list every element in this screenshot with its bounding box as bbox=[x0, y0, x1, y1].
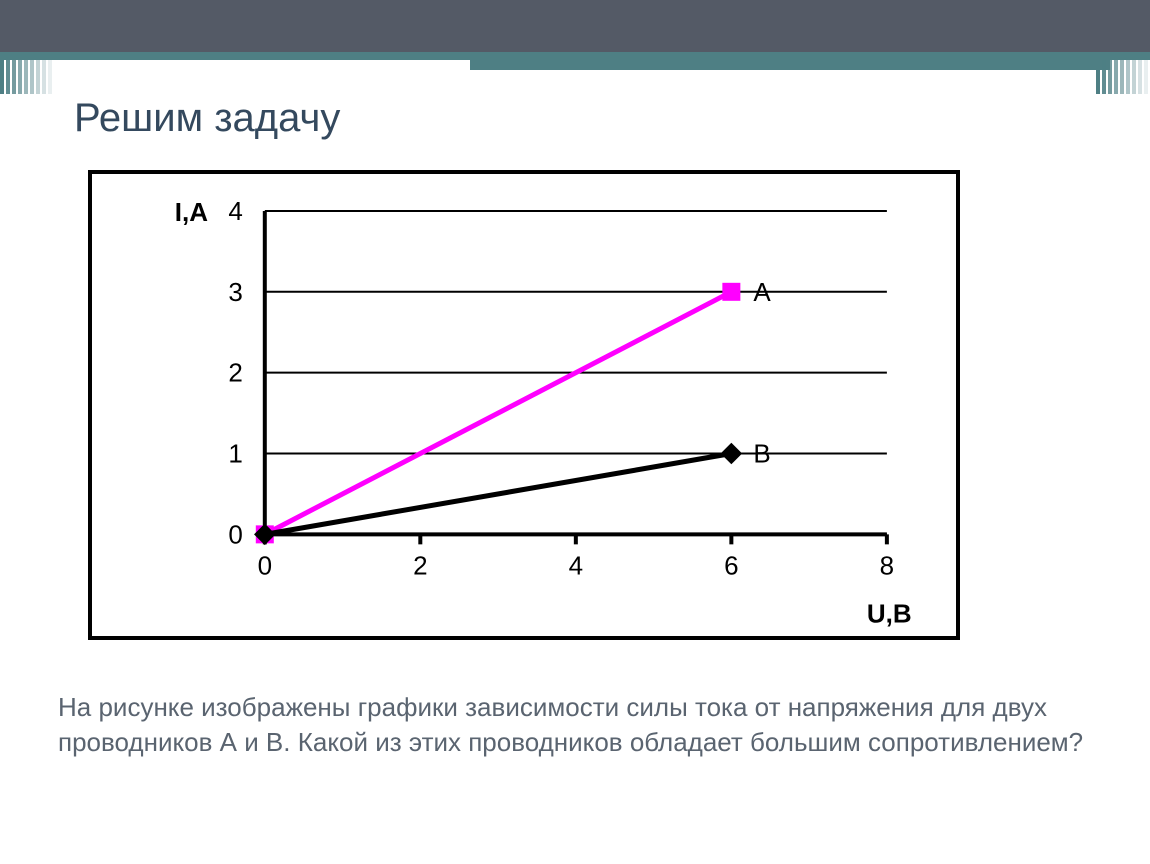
chart-container: 0 2 4 6 8 0 1 2 3 4 I,A U,B A B bbox=[88, 170, 960, 640]
fade-right bbox=[1096, 60, 1150, 94]
svg-text:A: A bbox=[753, 277, 771, 307]
teal-bar bbox=[0, 52, 1150, 60]
svg-text:6: 6 bbox=[724, 550, 738, 580]
teal-accent bbox=[470, 60, 1110, 70]
svg-text:I,A: I,A bbox=[175, 197, 208, 227]
fade-left bbox=[0, 60, 54, 94]
svg-text:4: 4 bbox=[569, 550, 583, 580]
svg-text:3: 3 bbox=[228, 277, 242, 307]
top-band bbox=[0, 0, 1150, 58]
svg-text:U,B: U,B bbox=[867, 598, 912, 628]
svg-text:0: 0 bbox=[258, 550, 272, 580]
svg-text:0: 0 bbox=[228, 519, 242, 549]
svg-text:2: 2 bbox=[413, 550, 427, 580]
page-title: Решим задачу bbox=[74, 96, 340, 141]
svg-text:4: 4 bbox=[228, 196, 242, 226]
svg-text:8: 8 bbox=[880, 550, 894, 580]
svg-text:B: B bbox=[753, 439, 770, 469]
svg-text:2: 2 bbox=[228, 358, 242, 388]
chart-svg: 0 2 4 6 8 0 1 2 3 4 I,A U,B A B bbox=[92, 174, 956, 636]
caption-text: На рисунке изображены графики зависимост… bbox=[58, 690, 1092, 760]
svg-text:1: 1 bbox=[228, 439, 242, 469]
